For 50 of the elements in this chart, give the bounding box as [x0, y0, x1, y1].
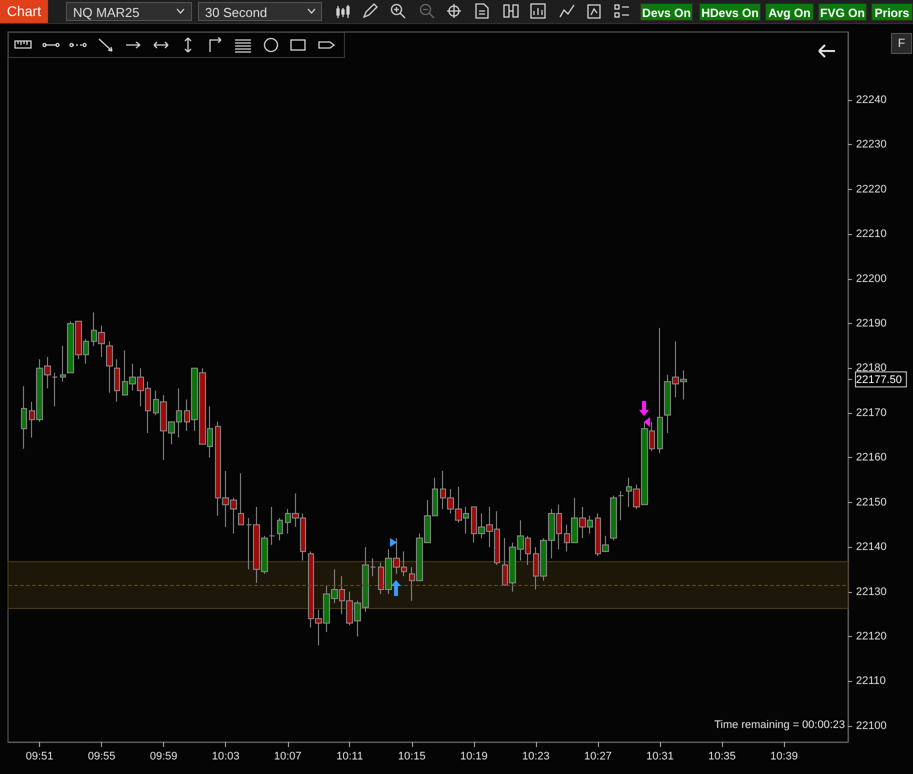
y-tick-label: 22240 — [856, 94, 887, 106]
text: Priors — [871, 3, 913, 21]
x-tick-label: 10:19 — [460, 750, 488, 762]
x-tick-label: 10:07 — [274, 750, 302, 762]
x-tick-label: 10:15 — [398, 750, 426, 762]
y-tick-label: 22170 — [856, 406, 887, 419]
x-tick-label: 10:35 — [708, 750, 736, 762]
y-tick-label: 22190 — [856, 318, 887, 330]
candlestick — [277, 518, 283, 541]
y-tick-label: 22100 — [856, 720, 887, 732]
y-tick-label: 22230 — [856, 138, 887, 151]
candlestick — [114, 358, 120, 402]
candlestick — [60, 345, 66, 382]
candlestick — [106, 340, 113, 394]
y-tick-label: 22150 — [856, 496, 887, 508]
candlestick — [52, 372, 58, 407]
x-tick-label: 10:11 — [336, 750, 364, 762]
annotation: Time remaining = 00:00:23 — [713, 718, 845, 733]
y-tick-label: 22177.50 — [856, 374, 902, 386]
text: Chart — [0, 0, 48, 23]
y-tick-label: 22110 — [856, 675, 886, 688]
y-tick-label: 22220 — [856, 183, 887, 196]
candlestick — [21, 386, 27, 450]
y-tick-label: 22130 — [856, 586, 887, 598]
chart-title: NQ MAR25 — [66, 2, 192, 21]
text: Devs On — [640, 3, 693, 21]
y-tick-label: 22200 — [856, 272, 887, 285]
y-tick-label: 22210 — [856, 228, 887, 240]
y-tick-label: 22180 — [856, 362, 887, 374]
candlestick — [238, 472, 244, 526]
x-tick-label: 10:03 — [212, 750, 240, 762]
candlestick — [610, 495, 617, 541]
candlestick — [269, 506, 275, 546]
text: F — [891, 33, 912, 54]
chart-subtitle: 30 Second — [198, 2, 322, 21]
text: HDevs On — [699, 3, 761, 21]
y-tick-label: 22140 — [856, 541, 887, 554]
x-tick-label: 10:39 — [770, 750, 798, 762]
y-tick-label: 22120 — [856, 630, 887, 642]
x-tick-label: 10:23 — [522, 750, 550, 762]
text: Avg On — [765, 3, 814, 21]
x-tick-label: 10:27 — [584, 750, 612, 762]
x-tick-label: 10:31 — [646, 750, 674, 762]
x-tick-label: 09:59 — [150, 750, 178, 762]
candlestick — [618, 490, 624, 521]
text: FVG On — [818, 3, 867, 21]
x-tick-label: 09:55 — [88, 750, 116, 762]
candlestick — [657, 327, 663, 454]
x-tick-label: 09:51 — [26, 750, 54, 762]
y-tick-label: 22160 — [856, 452, 887, 464]
